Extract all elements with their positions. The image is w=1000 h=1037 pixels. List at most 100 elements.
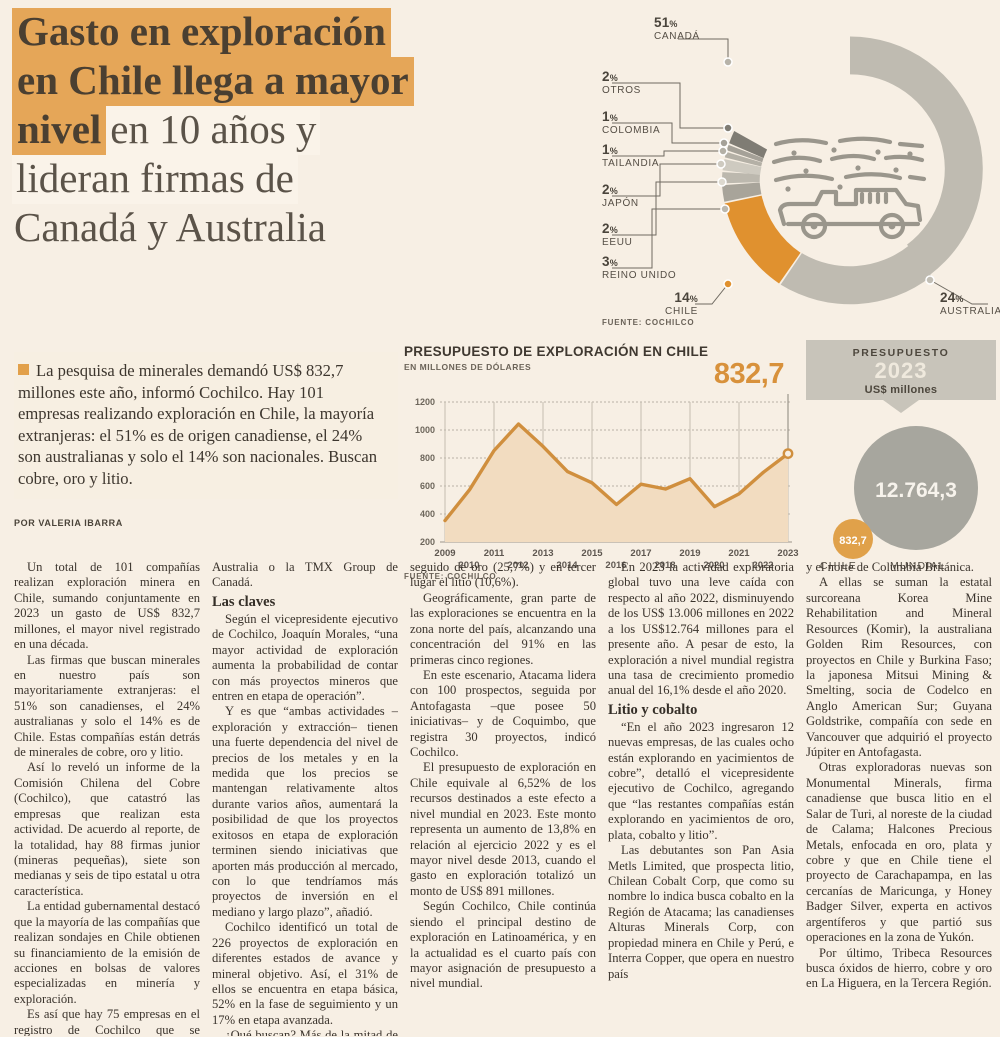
article-body: Un total de 101 compañías realizan explo… — [14, 560, 992, 1036]
donut-label-tailandia: 1% TAILANDIA — [602, 142, 660, 169]
svg-text:2018: 2018 — [654, 560, 675, 571]
paragraph: “En el año 2023 ingresaron 12 nuevas emp… — [608, 719, 794, 842]
budget-banner-unit: US$ millones — [864, 384, 938, 396]
svg-text:1000: 1000 — [415, 425, 435, 435]
paragraph: El presupuesto de exploración en Chile e… — [410, 760, 596, 898]
svg-text:1200: 1200 — [415, 397, 435, 407]
budget-banner-year: 2023 — [874, 358, 928, 383]
budget-banner-title: PRESUPUESTO — [852, 347, 950, 359]
donut-segments — [721, 36, 983, 305]
lead-paragraph: La pesquisa de minerales demandó US$ 832… — [14, 352, 398, 500]
svg-text:2021: 2021 — [728, 548, 750, 559]
donut-segment-eeuu — [721, 172, 761, 184]
headline-line-4: lideran firmas de — [12, 155, 298, 205]
budget-bubble-world-value: 12.764,3 — [875, 479, 957, 502]
chart-area-fill — [445, 424, 788, 542]
chart-highlight-value: 832,7 — [713, 358, 785, 390]
body-column-5: y el norte de Columbia Británica. A ella… — [806, 560, 992, 1036]
body-column-3: seguido de oro (25,7%) y en tercer lugar… — [410, 560, 596, 1036]
budget-comparison-panel: PRESUPUESTO 2023 US$ millones 12.764,3 8… — [806, 340, 996, 582]
byline: POR VALERIA IBARRA — [14, 518, 123, 528]
paragraph: La entidad gubernamental destacó que la … — [14, 899, 200, 1006]
origin-donut-chart: 51% CANADÁ 2% OTROS 1% COLOMBIA 1% TAILA… — [600, 4, 1000, 334]
headline-line-3-rest: en 10 años y — [106, 106, 321, 156]
chart-title: PRESUPUESTO DE EXPLORACIÓN EN CHILE — [404, 344, 709, 359]
paragraph: Un total de 101 compañías realizan explo… — [14, 560, 200, 652]
body-column-1: Un total de 101 compañías realizan explo… — [14, 560, 200, 1036]
chart-source: FUENTE: COCHILCO — [404, 572, 497, 581]
svg-text:2023: 2023 — [777, 548, 798, 559]
donut-label-reino-unido: 3% REINO UNIDO — [602, 254, 677, 281]
budget-legend-chile: CHILE — [820, 560, 857, 572]
body-column-2: Australia o la TMX Group de Canadá. Las … — [212, 560, 398, 1036]
svg-text:2022: 2022 — [752, 560, 773, 571]
paragraph: En 2023 la actividad exploratoria global… — [608, 560, 794, 698]
donut-label-canada: 51% CANADÁ — [654, 15, 700, 42]
paragraph: Y es que “ambas actividades –exploración… — [212, 704, 398, 919]
donut-leader-lines — [612, 38, 988, 305]
paragraph: ¿Qué buscan? Más de la mitad de las pros… — [225, 1028, 398, 1036]
mining-truck-icon — [771, 136, 927, 240]
lead-text: La pesquisa de minerales demandó US$ 832… — [18, 361, 377, 488]
headline-line-1: Gasto en exploración — [12, 8, 391, 58]
page-title: Gasto en exploración en Chile llega a ma… — [12, 8, 592, 253]
svg-text:2012: 2012 — [507, 560, 528, 571]
donut-label-eeuu: 2% EEUU — [602, 221, 633, 248]
subheading-litio-y-cobalto: Litio y cobalto — [608, 701, 698, 718]
chart-yaxis-labels: 1200 1000 800 600 400 200 — [415, 397, 435, 547]
budget-bubble-chile — [833, 519, 873, 559]
budget-line-chart: PRESUPUESTO DE EXPLORACIÓN EN CHILE EN M… — [404, 344, 800, 580]
headline-line-2: en Chile llega a mayor — [12, 57, 414, 107]
donut-svg — [612, 36, 988, 305]
svg-text:400: 400 — [420, 509, 435, 519]
donut-segment-colombia — [726, 144, 764, 163]
donut-label-chile: 14% CHILE — [665, 290, 698, 317]
headline-line-3-highlight: nivel — [12, 106, 107, 156]
donut-leader-dots — [716, 57, 935, 289]
budget-bubble-world — [854, 426, 978, 550]
svg-text:2017: 2017 — [630, 548, 651, 559]
svg-text:600: 600 — [420, 481, 435, 491]
paragraph: Australia o la TMX Group de Canadá. — [212, 560, 398, 590]
donut-label-otros: 2% OTROS — [602, 69, 642, 96]
donut-label-australia: 24% AUSTRALIA — [940, 290, 1000, 317]
paragraph: Por último, Tribeca Resources busca óxid… — [806, 945, 992, 991]
paragraph: En este escenario, Atacama lidera con 10… — [410, 667, 596, 760]
donut-label-colombia: 1% COLOMBIA — [602, 109, 661, 136]
paragraph: Según Cochilco, Chile continúa siendo el… — [410, 899, 596, 991]
svg-text:2009: 2009 — [434, 548, 455, 559]
paragraph: Es así que hay 75 empresas en el registr… — [14, 1007, 200, 1036]
donut-segment-japon — [722, 159, 762, 175]
donut-source: FUENTE: COCHILCO — [602, 318, 695, 327]
svg-text:2016: 2016 — [605, 560, 626, 571]
paragraph: y el norte de Columbia Británica. — [806, 560, 974, 574]
donut-segment-tailandia — [724, 151, 763, 167]
budget-banner: PRESUPUESTO 2023 US$ millones — [806, 340, 996, 400]
donut-segment-australia — [780, 245, 932, 305]
donut-segment-chile — [724, 195, 801, 284]
chart-xaxis-labels: 2009 2010 2011 2012 2013 2014 2015 2016 … — [434, 548, 798, 571]
budget-bubbles-svg: 12.764,3 832,7 — [833, 426, 978, 559]
subheading-las-claves: Las claves — [212, 593, 276, 610]
chart-subtitle: EN MILLONES DE DÓLARES — [404, 362, 532, 372]
paragraph: Otras exploradoras nuevas son Monumental… — [806, 760, 992, 945]
svg-text:2011: 2011 — [484, 548, 505, 559]
paragraph: Cochilco identificó un total de 226 proy… — [212, 920, 398, 1027]
budget-bubble-chile-value: 832,7 — [839, 535, 867, 547]
chart-svg: 1200 1000 800 600 400 200 2009 2010 2011 201… — [415, 394, 799, 571]
svg-text:2019: 2019 — [679, 548, 700, 559]
svg-text:2014: 2014 — [556, 560, 578, 571]
svg-text:2013: 2013 — [532, 548, 553, 559]
paragraph: Las firmas que buscan minerales en nuest… — [14, 652, 200, 760]
paragraph: Así lo reveló un informe de la Comisión … — [14, 760, 200, 898]
donut-label-japon: 2% JAPÓN — [602, 182, 639, 209]
svg-text:2015: 2015 — [581, 548, 603, 559]
budget-legend-world: MUNDIAL — [890, 560, 946, 572]
donut-segment-canada — [850, 36, 983, 276]
chart-last-point-marker — [782, 448, 794, 459]
paragraph: seguido de oro (25,7%) y en tercer lugar… — [410, 560, 596, 590]
paragraph: A ellas se suman la estatal surcoreana K… — [806, 575, 992, 760]
body-column-4: En 2023 la actividad exploratoria global… — [608, 560, 794, 1036]
chart-line — [443, 422, 790, 523]
